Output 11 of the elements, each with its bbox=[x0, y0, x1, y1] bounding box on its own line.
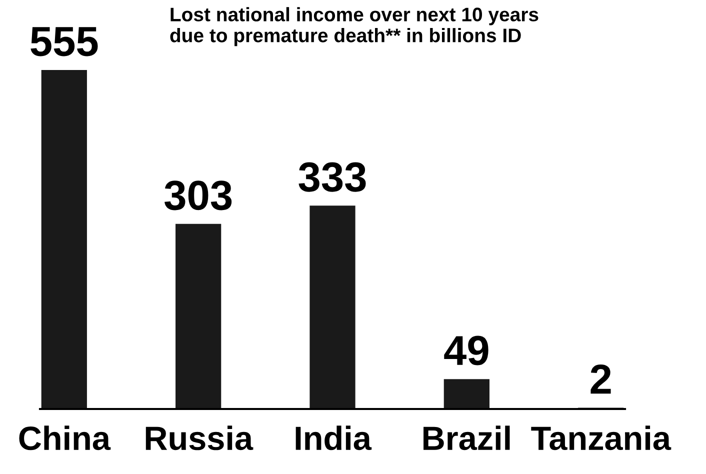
x-tick-label: Brazil bbox=[424, 426, 510, 450]
data-label: 2 bbox=[590, 364, 611, 394]
data-label: 49 bbox=[444, 336, 488, 366]
x-tick-label: Russia bbox=[146, 426, 254, 450]
data-label: 303 bbox=[164, 180, 232, 210]
data-label: 555 bbox=[30, 27, 98, 56]
x-tick-label: Tanzania bbox=[531, 426, 672, 450]
chart-title: Lost national income over next 10 years due to premature death** in billions ID bbox=[170, 7, 538, 46]
x-tick-label: China bbox=[19, 426, 111, 450]
data-label: 333 bbox=[298, 162, 366, 192]
x-tick-label: India bbox=[296, 426, 372, 450]
